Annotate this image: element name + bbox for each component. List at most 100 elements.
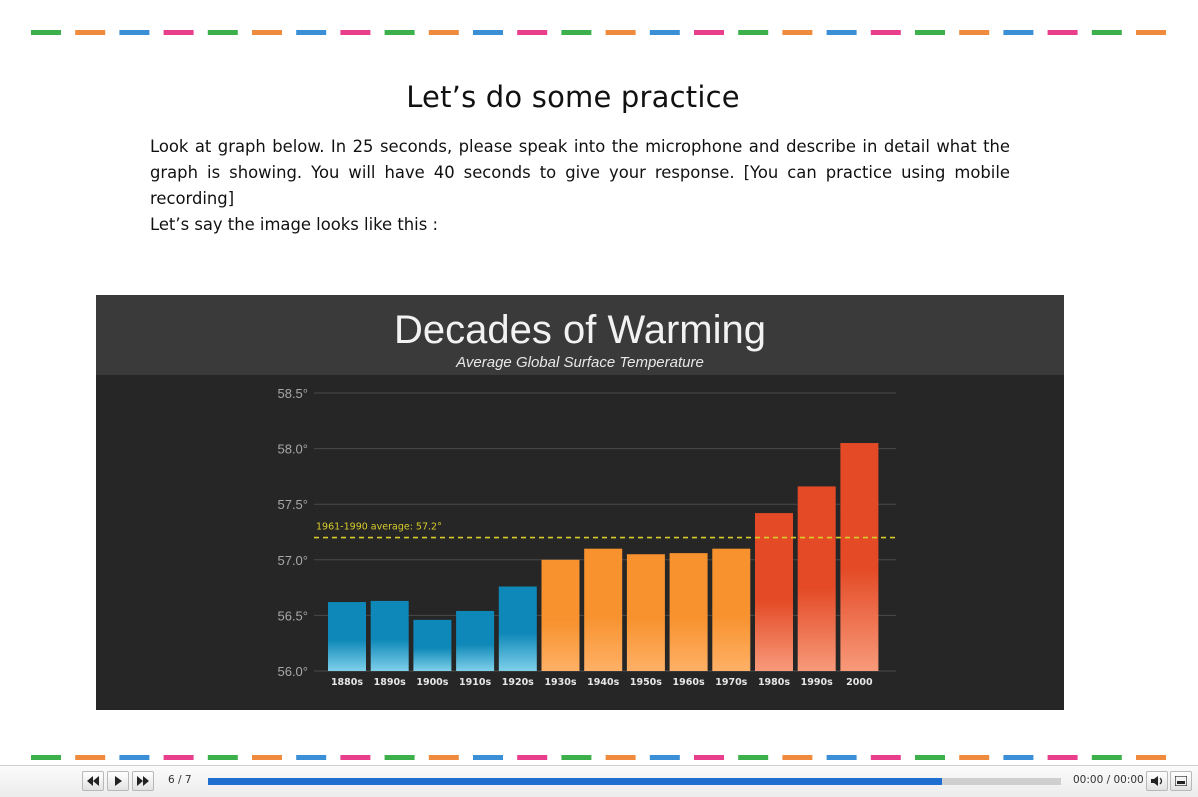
- border-dash: [649, 30, 680, 35]
- border-dash: [31, 30, 61, 35]
- border-dash: [517, 755, 548, 760]
- border-dash: [1047, 30, 1078, 35]
- x-tick-label: 2000: [846, 677, 873, 688]
- border-dash: [163, 755, 194, 760]
- slide-title: Let’s do some practice: [406, 80, 740, 114]
- time-readout: 00:00 / 00:00: [1073, 774, 1144, 786]
- fast-forward-icon: [137, 776, 149, 786]
- bar-1990s: [797, 486, 836, 671]
- border-dash: [959, 30, 990, 35]
- instructions-paragraph: Look at graph below. In 25 seconds, plea…: [150, 137, 1010, 208]
- border-dash: [384, 755, 415, 760]
- x-tick-label: 1920s: [502, 677, 534, 688]
- border-dash: [605, 30, 636, 35]
- play-icon: [115, 776, 122, 786]
- border-dash: [119, 755, 150, 760]
- bar-1910s: [456, 610, 495, 671]
- border-dash: [782, 755, 813, 760]
- y-tick-label: 57.5°: [277, 497, 308, 512]
- border-dash: [1091, 30, 1122, 35]
- average-reference-label: 1961-1990 average: 57.2°: [316, 522, 442, 533]
- progress-bar[interactable]: [208, 778, 1061, 785]
- border-dash: [296, 30, 327, 35]
- top-dashed-border: [31, 30, 1171, 35]
- border-dash: [561, 30, 592, 35]
- border-dash: [826, 30, 857, 35]
- volume-button[interactable]: [1146, 771, 1168, 791]
- border-dash: [1003, 30, 1034, 35]
- border-dash: [252, 755, 282, 760]
- border-dash: [694, 755, 724, 760]
- border-dash: [207, 755, 238, 760]
- player-bar: 6 / 7 00:00 / 00:00: [0, 765, 1198, 797]
- bar-1930s: [541, 559, 580, 671]
- border-dash: [428, 755, 459, 760]
- border-dash: [340, 755, 371, 760]
- rewind-button[interactable]: [82, 771, 104, 791]
- border-dash: [738, 30, 769, 35]
- x-tick-label: 1900s: [416, 677, 448, 688]
- border-dash: [870, 755, 901, 760]
- chart-x-axis: 1880s 1890s 1900s 1910s 1920s 1930s 1940s 1950s…: [331, 677, 873, 688]
- border-dash: [119, 30, 150, 35]
- border-dash: [75, 755, 106, 760]
- chart-subtitle: Average Global Surface Temperature: [455, 354, 704, 371]
- border-dash: [428, 30, 459, 35]
- bar-1970s: [712, 548, 751, 671]
- chart-svg: Decades of Warming Average Global Surfac…: [96, 295, 1064, 688]
- temperature-chart: Decades of Warming Average Global Surfac…: [96, 295, 1064, 710]
- slide-counter: 6 / 7: [168, 774, 192, 786]
- border-dash: [1003, 755, 1034, 760]
- border-dash: [473, 30, 503, 35]
- chart-reference: 1961-1990 average: 57.2°: [314, 522, 896, 539]
- border-dash: [694, 30, 724, 35]
- bottom-dashed-border: [31, 755, 1171, 760]
- x-tick-label: 1990s: [801, 677, 833, 688]
- border-dash: [340, 30, 371, 35]
- play-button[interactable]: [107, 771, 129, 791]
- x-tick-label: 1890s: [374, 677, 406, 688]
- bar-1960s: [669, 553, 708, 671]
- border-dash: [561, 755, 592, 760]
- fast-forward-button[interactable]: [132, 771, 154, 791]
- border-dash: [870, 30, 901, 35]
- border-dash: [782, 30, 813, 35]
- border-dash: [252, 30, 282, 35]
- border-dash: [384, 30, 415, 35]
- bar-1940s: [584, 548, 623, 671]
- bar-1900s: [413, 619, 452, 671]
- y-tick-label: 58.5°: [277, 386, 308, 401]
- menu-icon: [1175, 776, 1187, 786]
- x-tick-label: 1950s: [630, 677, 662, 688]
- x-tick-label: 1980s: [758, 677, 790, 688]
- border-dash: [31, 755, 61, 760]
- volume-icon: [1150, 776, 1162, 786]
- border-dash: [915, 755, 945, 760]
- bar-2000: [840, 443, 879, 671]
- border-dash: [826, 755, 857, 760]
- border-dash: [1091, 755, 1122, 760]
- x-tick-label: 1960s: [673, 677, 705, 688]
- progress-fill: [208, 778, 942, 785]
- x-tick-label: 1970s: [715, 677, 747, 688]
- rewind-icon: [87, 776, 99, 786]
- instructions-text: Look at graph below. In 25 seconds, plea…: [150, 134, 1010, 238]
- y-tick-label: 58.0°: [277, 442, 308, 457]
- menu-button[interactable]: [1170, 771, 1192, 791]
- x-tick-label: 1940s: [587, 677, 619, 688]
- border-dash: [75, 30, 106, 35]
- border-dash: [1136, 755, 1166, 760]
- border-dash: [473, 755, 503, 760]
- y-tick-label: 57.0°: [277, 553, 308, 568]
- y-tick-label: 56.0°: [277, 664, 308, 679]
- bar-1980s: [755, 513, 793, 671]
- border-dash: [517, 30, 548, 35]
- border-dash: [959, 755, 990, 760]
- chart-header-band: [96, 295, 1064, 375]
- border-dash: [296, 755, 327, 760]
- border-dash: [163, 30, 194, 35]
- y-tick-label: 56.5°: [277, 608, 308, 623]
- x-tick-label: 1880s: [331, 677, 363, 688]
- bar-1890s: [370, 600, 409, 671]
- border-dash: [649, 755, 680, 760]
